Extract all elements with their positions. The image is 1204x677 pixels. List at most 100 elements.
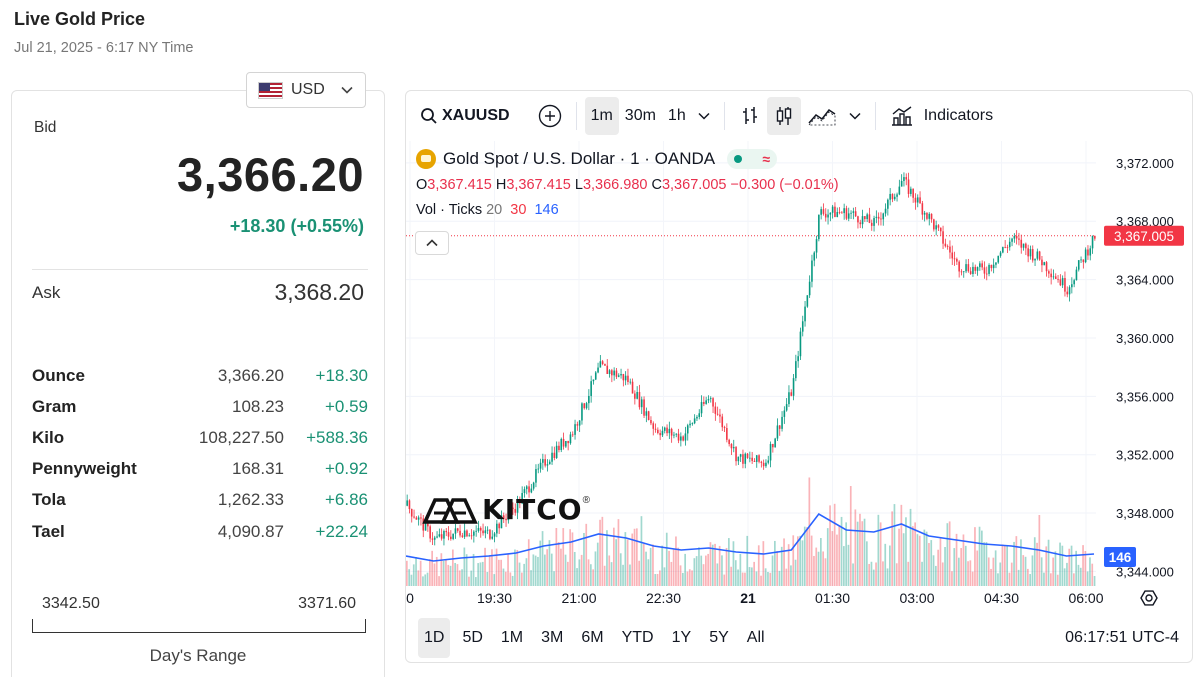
volume-bar <box>884 543 887 586</box>
compare-symbol-button[interactable] <box>532 97 568 135</box>
bar-change-value: −0.300 (−0.01%) <box>730 177 839 193</box>
candle <box>698 413 701 417</box>
candle <box>889 193 891 200</box>
unit-change: +18.30 <box>315 365 368 385</box>
x-tick-label: 03:00 <box>899 590 934 606</box>
volume-bar <box>682 572 684 586</box>
candle <box>1066 291 1069 295</box>
candle <box>597 367 599 373</box>
candle <box>870 222 873 226</box>
candle <box>433 537 436 540</box>
collapse-legend-button[interactable] <box>415 231 449 255</box>
candle <box>670 428 673 436</box>
volume-bar <box>755 571 758 586</box>
x-tick-label: 19:30 <box>477 590 512 606</box>
volume-bar <box>419 560 422 586</box>
range-6m[interactable]: 6M <box>581 629 604 646</box>
unit-name: Pennyweight <box>32 459 137 479</box>
interval-1m[interactable]: 1m <box>584 97 619 135</box>
volume-bar <box>854 509 857 586</box>
candle <box>1045 262 1048 272</box>
chart-settings-icon[interactable] <box>1140 590 1158 606</box>
range-ytd[interactable]: YTD <box>621 629 654 646</box>
volume-bar <box>711 544 714 586</box>
volume-bar <box>698 547 700 586</box>
candle <box>590 381 592 396</box>
candle <box>638 392 641 408</box>
interval-30m[interactable]: 30m <box>624 107 656 124</box>
candle <box>666 427 668 434</box>
candle <box>498 523 500 529</box>
candle <box>525 486 528 490</box>
range-1d[interactable]: 1D <box>418 618 451 658</box>
candle <box>896 194 898 197</box>
market-status-pill[interactable]: ≈ <box>727 149 778 169</box>
candle <box>459 530 461 536</box>
volume-bar <box>661 545 663 586</box>
volume-bar <box>622 564 624 586</box>
candle <box>565 441 567 447</box>
candle <box>737 456 740 462</box>
volume-bar <box>652 544 654 586</box>
volume-bar <box>686 571 689 586</box>
candle <box>776 425 779 439</box>
volume-bar <box>454 562 456 586</box>
interval-1h[interactable]: 1h <box>667 107 686 124</box>
volume-bar <box>1077 564 1080 586</box>
candle <box>910 188 912 194</box>
area-chart-type-button[interactable] <box>801 97 843 135</box>
range-all[interactable]: All <box>746 629 765 646</box>
candle <box>912 188 914 198</box>
candle <box>767 460 770 463</box>
interval-menu-button[interactable] <box>692 97 716 135</box>
unit-change: +0.59 <box>324 396 368 416</box>
market-open-dot-icon <box>734 155 743 163</box>
candle <box>893 196 896 200</box>
open-label: O <box>416 177 428 193</box>
candle <box>645 411 648 416</box>
range-3m[interactable]: 3M <box>541 629 564 646</box>
volume-bar <box>479 562 482 586</box>
candle <box>838 211 841 213</box>
range-5d[interactable]: 5D <box>462 629 483 646</box>
volume-bar <box>663 567 666 586</box>
candle <box>935 225 937 230</box>
candle <box>742 454 744 464</box>
candle <box>1061 278 1064 286</box>
symbol-search-button[interactable]: XAUUSD <box>414 97 516 135</box>
candle <box>728 439 730 445</box>
candle <box>468 535 471 537</box>
range-1y[interactable]: 1Y <box>671 629 692 646</box>
currency-select[interactable]: USD <box>246 72 366 108</box>
candle <box>905 177 908 180</box>
indicators-button[interactable]: Indicators <box>884 97 999 135</box>
range-1m[interactable]: 1M <box>500 629 524 646</box>
candle <box>744 453 747 464</box>
unit-value: 108.23 <box>232 396 284 416</box>
volume-bar <box>774 540 776 586</box>
candle <box>604 364 606 366</box>
volume-bar <box>412 564 415 586</box>
volume-bar <box>481 561 484 586</box>
unit-name: Tael <box>32 521 65 541</box>
price-chart[interactable]: 3,372.000 3,368.000 3,364.000 3,360.000 3,35… <box>406 141 1193 611</box>
close-value: 3,367.005 <box>661 177 727 193</box>
candle <box>753 460 756 462</box>
volume-bar <box>1013 541 1015 586</box>
volume-bar <box>859 513 861 586</box>
candle <box>829 212 832 215</box>
price-card: Bid 3,366.20 +18.30 (+0.55%) Ask 3,368.2… <box>11 90 385 677</box>
volume-bar <box>921 561 923 586</box>
volume-bar <box>1008 572 1011 586</box>
chart-type-menu-button[interactable] <box>843 97 867 135</box>
candle <box>675 433 678 435</box>
range-5y[interactable]: 5Y <box>709 629 729 646</box>
bar-chart-type-button[interactable] <box>733 97 767 135</box>
volume-bar <box>964 545 967 586</box>
volume-bar <box>534 555 537 586</box>
volume-bar <box>1082 545 1084 586</box>
candle-chart-type-button[interactable] <box>766 97 801 135</box>
chart-area[interactable]: 3,372.000 3,368.000 3,364.000 3,360.000 3,35… <box>406 141 1193 611</box>
volume-bar <box>670 561 673 586</box>
candle <box>1004 247 1006 248</box>
